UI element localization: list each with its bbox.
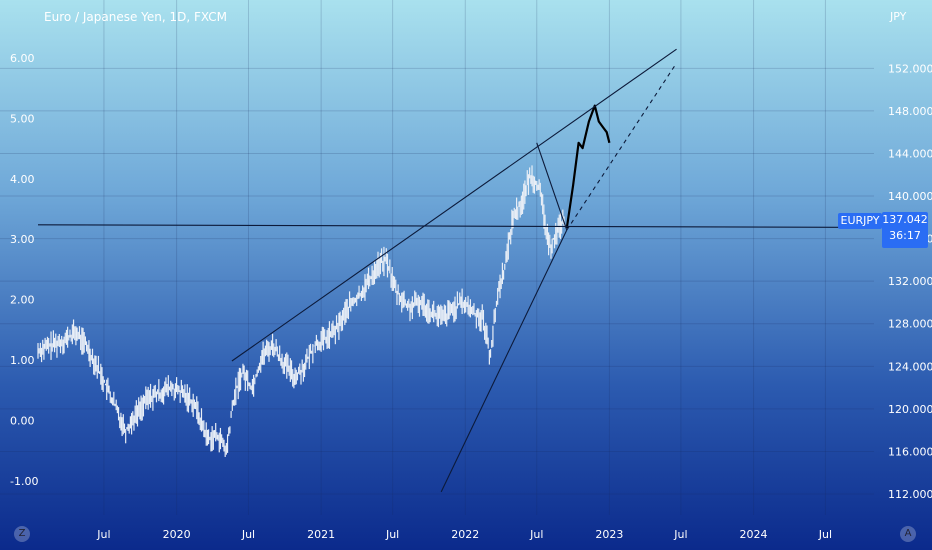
price-tick-5: 132.000 (888, 275, 932, 288)
last-price-badge: 137.042 36:17 (882, 212, 928, 248)
trendline-3 (536, 142, 568, 231)
time-tick-7: 2023 (595, 528, 623, 541)
price-tick-0: 152.000 (888, 62, 932, 75)
left-tick-2: 4.00 (10, 173, 35, 186)
price-tick-10: 112.000 (888, 488, 932, 501)
price-tick-3: 140.000 (888, 190, 932, 203)
symbol-title: Euro / Japanese Yen, 1D, FXCM (44, 10, 228, 24)
price-tick-1: 148.000 (888, 105, 932, 118)
left-tick-6: 0.00 (10, 414, 35, 427)
time-tick-3: 2021 (307, 528, 335, 541)
time-tick-5: 2022 (451, 528, 479, 541)
trendline-2 (566, 62, 678, 231)
time-tick-4: Jul (385, 528, 399, 541)
left-tick-0: 6.00 (10, 52, 35, 65)
price-layer (37, 104, 611, 457)
left-tick-3: 3.00 (10, 233, 35, 246)
time-tick-0: Jul (96, 528, 110, 541)
bar-countdown: 36:17 (889, 229, 921, 242)
price-tick-7: 124.000 (888, 360, 932, 373)
time-tick-9: 2024 (740, 528, 768, 541)
left-tick-5: 1.00 (10, 354, 35, 367)
time-tick-6: Jul (529, 528, 543, 541)
auto-scale-button[interactable]: A (900, 526, 916, 542)
projection-line (565, 104, 611, 229)
time-tick-1: 2020 (163, 528, 191, 541)
price-axis[interactable]: 152.000148.000144.000140.000136.000132.0… (888, 62, 932, 501)
zoom-toggle-button[interactable]: Z (14, 526, 30, 542)
currency-label: JPY (890, 10, 907, 23)
price-tick-2: 144.000 (888, 147, 932, 160)
left-tick-7: -1.00 (10, 475, 38, 488)
price-tick-8: 120.000 (888, 403, 932, 416)
price-tick-6: 128.000 (888, 318, 932, 331)
secondary-axis: 6.00 5.00 4.00 3.00 2.00 1.00 0.00 -1.00 (10, 52, 38, 488)
time-axis[interactable]: Jul 2020 Jul 2021 Jul 2022 Jul 2023 Jul 2024 Jul (96, 528, 832, 541)
symbol-badge[interactable]: EURJPY (838, 213, 882, 229)
trendline-1 (440, 229, 568, 493)
trendline-0 (231, 48, 677, 362)
last-price-value: 137.042 (882, 213, 928, 226)
time-tick-2: Jul (241, 528, 255, 541)
left-tick-1: 5.00 (10, 112, 35, 125)
time-tick-8: Jul (673, 528, 687, 541)
trendline-layer (37, 48, 875, 493)
trendline-4 (37, 224, 875, 228)
left-tick-4: 2.00 (10, 294, 35, 307)
chart-grid (0, 0, 874, 515)
time-tick-10: Jul (818, 528, 832, 541)
price-tick-9: 116.000 (888, 445, 932, 458)
